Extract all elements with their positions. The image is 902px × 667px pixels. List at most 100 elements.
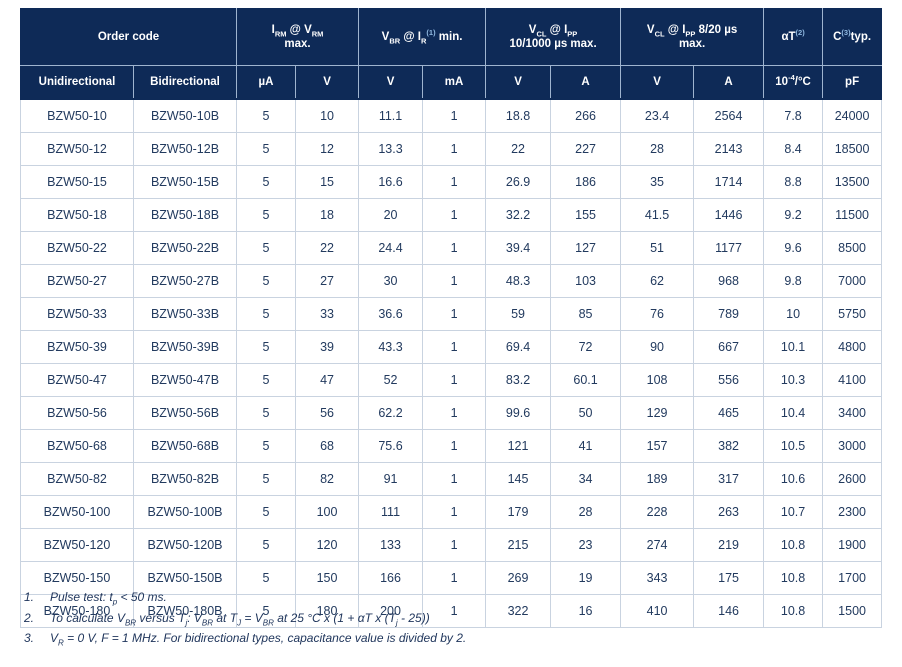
header-unit-ipp-10-1000: A: [550, 65, 622, 100]
cell-vcl-10-1000: 179: [485, 495, 552, 529]
cell-unidirectional: BZW50-27: [20, 264, 134, 298]
cell-capacitance: 3400: [822, 396, 883, 430]
cell-unidirectional: BZW50-22: [20, 231, 134, 265]
cell-ipp-8-20: 146: [693, 594, 765, 628]
cell-vcl-10-1000: 215: [485, 528, 552, 562]
table-header: Order code IRM @ VRM max. VBR @ IR(1) min…: [19, 8, 883, 100]
cell-vbr: 62.2: [358, 396, 424, 430]
cell-vbr: 13.3: [358, 132, 424, 166]
cell-irm: 5: [236, 231, 297, 265]
cell-vrm: 18: [295, 198, 360, 232]
cell-ir: 1: [422, 561, 487, 595]
specification-table-container: Order code IRM @ VRM max. VBR @ IR(1) min…: [19, 8, 883, 628]
cell-irm: 5: [236, 396, 297, 430]
cell-irm: 5: [236, 528, 297, 562]
cell-vcl-8-20: 410: [620, 594, 695, 628]
cell-unidirectional: BZW50-120: [20, 528, 134, 562]
cell-bidirectional: BZW50-47B: [132, 363, 238, 397]
cell-capacitance: 4100: [822, 363, 883, 397]
cell-bidirectional: BZW50-180B: [132, 594, 238, 628]
table-row: BZW50-33 BZW50-33B 5 33 36.6 1 59 85 76 789 10 5750: [20, 297, 883, 331]
cell-vcl-8-20: 108: [620, 363, 695, 397]
footnote-ref-1: (1): [426, 28, 436, 38]
cell-vcl-8-20: 76: [620, 297, 695, 331]
header-group-vbr-ir: VBR @ IR(1) min.: [358, 8, 487, 66]
cell-vbr: 20: [358, 198, 424, 232]
cell-unidirectional: BZW50-82: [20, 462, 134, 496]
cell-irm: 5: [236, 297, 297, 331]
header-unit-irm: µA: [236, 65, 297, 100]
cell-vcl-8-20: 189: [620, 462, 695, 496]
cell-ir: 1: [422, 264, 487, 298]
cell-unidirectional: BZW50-18: [20, 198, 134, 232]
cell-vcl-8-20: 228: [620, 495, 695, 529]
cell-alpha-t: 10.5: [763, 429, 824, 463]
table-row: BZW50-15 BZW50-15B 5 15 16.6 1 26.9 186 35 1714 8.…: [20, 165, 883, 199]
cell-irm: 5: [236, 594, 297, 628]
cell-vcl-8-20: 274: [620, 528, 695, 562]
cell-vrm: 150: [295, 561, 360, 595]
cell-ipp-10-1000: 28: [550, 495, 622, 529]
cell-vcl-8-20: 90: [620, 330, 695, 364]
cell-irm: 5: [236, 165, 297, 199]
cell-vrm: 10: [295, 98, 360, 133]
cell-capacitance: 1500: [822, 594, 883, 628]
cell-ipp-10-1000: 41: [550, 429, 622, 463]
header-group-vcl-ipp-10-1000: VCL @ IPP 10/1000 µs max.: [485, 8, 622, 66]
cell-ipp-10-1000: 186: [550, 165, 622, 199]
footnote-1: 1. Pulse test: tp < 50 ms.: [20, 590, 881, 606]
cell-unidirectional: BZW50-56: [20, 396, 134, 430]
cell-vrm: 27: [295, 264, 360, 298]
table-row: BZW50-82 BZW50-82B 5 82 91 1 145 34 189 317 10.6 26…: [20, 462, 883, 496]
footnote-3: 3. VR = 0 V, F = 1 MHz. For bidirectional…: [20, 631, 881, 647]
header-unit-vbr: V: [358, 65, 424, 100]
cell-bidirectional: BZW50-68B: [132, 429, 238, 463]
cell-vbr: 133: [358, 528, 424, 562]
cell-unidirectional: BZW50-33: [20, 297, 134, 331]
cell-ipp-8-20: 2143: [693, 132, 765, 166]
cell-vcl-8-20: 62: [620, 264, 695, 298]
cell-vrm: 100: [295, 495, 360, 529]
cell-ir: 1: [422, 198, 487, 232]
table-row: BZW50-22 BZW50-22B 5 22 24.4 1 39.4 127 51 1177 9.…: [20, 231, 883, 265]
cell-ipp-10-1000: 34: [550, 462, 622, 496]
cell-unidirectional: BZW50-100: [20, 495, 134, 529]
cell-bidirectional: BZW50-39B: [132, 330, 238, 364]
header-unit-unidirectional: Unidirectional: [20, 65, 134, 100]
table-row: BZW50-10 BZW50-10B 5 10 11.1 1 18.8 266 23.4 2564…: [20, 98, 883, 133]
cell-vcl-8-20: 35: [620, 165, 695, 199]
cell-unidirectional: BZW50-150: [20, 561, 134, 595]
header-unit-alpha-t: 10-4/°C: [763, 65, 824, 100]
header-unit-capacitance: pF: [822, 65, 883, 100]
cell-vrm: 22: [295, 231, 360, 265]
cell-vbr: 36.6: [358, 297, 424, 331]
cell-vrm: 15: [295, 165, 360, 199]
cell-vcl-10-1000: 99.6: [485, 396, 552, 430]
cell-unidirectional: BZW50-180: [20, 594, 134, 628]
cell-unidirectional: BZW50-68: [20, 429, 134, 463]
cell-vbr: 166: [358, 561, 424, 595]
cell-ir: 1: [422, 363, 487, 397]
cell-capacitance: 7000: [822, 264, 883, 298]
cell-vbr: 111: [358, 495, 424, 529]
cell-ipp-8-20: 263: [693, 495, 765, 529]
cell-alpha-t: 10: [763, 297, 824, 331]
cell-capacitance: 24000: [822, 98, 883, 133]
header-group-order-code: Order code: [19, 8, 238, 66]
cell-irm: 5: [236, 198, 297, 232]
cell-ipp-10-1000: 16: [550, 594, 622, 628]
cell-ir: 1: [422, 132, 487, 166]
cell-alpha-t: 8.8: [763, 165, 824, 199]
cell-ir: 1: [422, 495, 487, 529]
cell-ipp-10-1000: 155: [550, 198, 622, 232]
footnote-number: 2.: [24, 610, 35, 625]
cell-ir: 1: [422, 462, 487, 496]
cell-ipp-10-1000: 127: [550, 231, 622, 265]
header-group-capacitance: C(3)typ.: [822, 8, 883, 66]
header-unit-bidirectional: Bidirectional: [132, 65, 238, 100]
cell-vrm: 180: [295, 594, 360, 628]
cell-alpha-t: 7.8: [763, 98, 824, 133]
table-row: BZW50-180 BZW50-180B 5 180 200 1 322 16 410 146 10…: [20, 594, 883, 628]
cell-vcl-10-1000: 48.3: [485, 264, 552, 298]
